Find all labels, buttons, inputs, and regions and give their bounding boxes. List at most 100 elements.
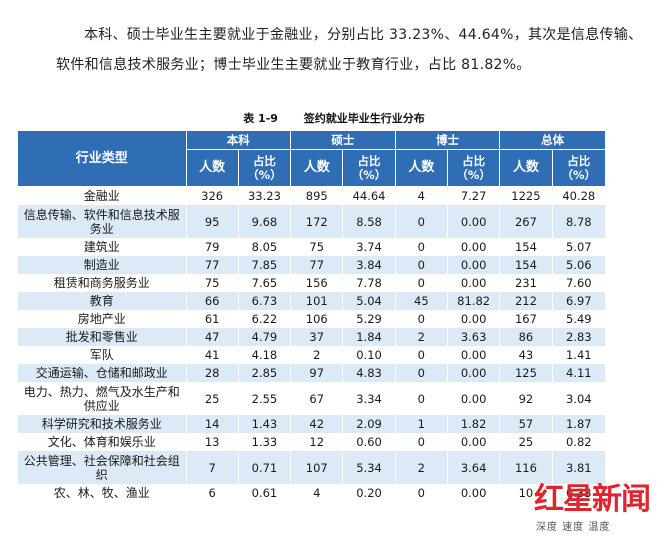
count-cell: 154	[499, 256, 553, 274]
header-ratio-unit: （%）	[247, 168, 282, 182]
ratio-cell: 0.61	[238, 484, 292, 502]
table-row: 农、林、牧、渔业 6 0.61 4 0.20 0 0.00 10 0.33	[18, 484, 607, 502]
ratio-cell: 1.82	[447, 415, 501, 433]
count-cell: 2	[395, 328, 448, 346]
intro-paragraph: 本科、硕士毕业生主要就业于金融业，分别占比 33.23%、44.64%，其次是信…	[56, 27, 643, 73]
count-cell: 2	[290, 346, 344, 364]
count-cell: 97	[290, 364, 344, 382]
header-group-doctor: 博士	[395, 131, 501, 150]
count-cell: 116	[499, 451, 553, 484]
count-cell: 101	[290, 292, 344, 310]
header-ratio-label: 占比	[252, 154, 276, 168]
count-cell: 14	[186, 415, 239, 433]
ratio-cell: 6.97	[552, 292, 607, 310]
ratio-cell: 6.73	[238, 292, 292, 310]
ratio-cell: 0.00	[447, 238, 501, 256]
ratio-cell: 8.58	[342, 205, 396, 238]
count-cell: 25	[186, 382, 239, 415]
table-row: 信息传输、软件和信息技术服务业 95 9.68 172 8.58 0 0.00 267 8.78	[18, 205, 607, 238]
header-ratio-label: 占比	[567, 154, 591, 168]
count-cell: 57	[499, 415, 553, 433]
count-cell: 79	[186, 238, 239, 256]
header-row-groups: 行业类型 本科 硕士 博士 总体	[18, 131, 606, 187]
ratio-cell: 3.81	[552, 451, 607, 484]
industry-name: 军队	[18, 346, 187, 364]
ratio-cell: 5.04	[342, 292, 396, 310]
ratio-cell: 1.41	[552, 346, 607, 364]
ratio-cell: 40.28	[552, 186, 607, 205]
ratio-cell: 0.00	[447, 205, 501, 238]
count-cell: 75	[290, 238, 344, 256]
ratio-cell: 4.83	[342, 364, 396, 382]
table-row: 军队 41 4.18 2 0.10 0 0.00 43 1.41	[18, 346, 607, 364]
ratio-cell: 1.43	[238, 415, 292, 433]
count-cell: 77	[186, 256, 239, 274]
table-row: 房地产业 61 6.22 106 5.29 0 0.00 167 5.49	[18, 310, 607, 328]
count-cell: 10	[499, 484, 553, 502]
ratio-cell: 9.68	[238, 205, 292, 238]
industry-name: 交通运输、仓储和邮政业	[18, 364, 187, 382]
ratio-cell: 7.65	[238, 274, 292, 292]
ratio-cell: 0.00	[447, 433, 501, 451]
header-count: 人数	[395, 149, 448, 187]
table-row: 制造业 77 7.85 77 3.84 0 0.00 154 5.06	[18, 256, 607, 274]
count-cell: 47	[186, 328, 239, 346]
count-cell: 75	[186, 274, 239, 292]
table-number: 表 1-9	[243, 112, 278, 125]
ratio-cell: 0.33	[552, 484, 607, 502]
table-title: 签约就业毕业生行业分布	[303, 112, 425, 125]
ratio-cell: 44.64	[342, 186, 396, 205]
count-cell: 43	[499, 346, 553, 364]
table-row: 科学研究和技术服务业 14 1.43 42 2.09 1 1.82 57 1.87	[18, 415, 607, 433]
ratio-cell: 0.71	[238, 451, 292, 484]
ratio-cell: 5.49	[552, 310, 607, 328]
header-ratio: 占比 （%）	[238, 149, 292, 187]
count-cell: 42	[290, 415, 344, 433]
industry-name: 文化、体育和娱乐业	[18, 433, 187, 451]
header-row-metrics: 人数 占比 （%） 人数 占比 （%） 人数 占比 （%） 人数 占比 （%）	[18, 149, 607, 187]
header-ratio: 占比 （%）	[552, 149, 607, 187]
table-row: 电力、热力、燃气及水生产和供应业 25 2.55 67 3.34 0 0.00 92 3.04	[18, 382, 607, 415]
header-ratio-unit: （%）	[351, 168, 387, 182]
count-cell: 0	[395, 382, 448, 415]
table-row: 教育 66 6.73 101 5.04 45 81.82 212 6.97	[18, 292, 607, 310]
count-cell: 2	[395, 451, 448, 484]
count-cell: 154	[499, 238, 553, 256]
ratio-cell: 5.29	[342, 310, 396, 328]
count-cell: 7	[186, 451, 239, 484]
count-cell: 86	[499, 328, 553, 346]
industry-name: 租赁和商务服务业	[18, 274, 187, 292]
industry-name: 金融业	[18, 186, 187, 205]
ratio-cell: 7.85	[238, 256, 292, 274]
count-cell: 212	[499, 292, 553, 310]
ratio-cell: 3.74	[342, 238, 396, 256]
count-cell: 67	[290, 382, 344, 415]
ratio-cell: 0.00	[447, 346, 501, 364]
count-cell: 267	[499, 205, 553, 238]
count-cell: 95	[186, 205, 239, 238]
header-count: 人数	[499, 149, 553, 187]
ratio-cell: 2.55	[238, 382, 292, 415]
count-cell: 77	[290, 256, 344, 274]
ratio-cell: 8.05	[238, 238, 292, 256]
ratio-cell: 7.78	[342, 274, 396, 292]
ratio-cell: 4.79	[238, 328, 292, 346]
header-ratio: 占比 （%）	[342, 149, 396, 187]
count-cell: 106	[290, 310, 344, 328]
industry-name: 建筑业	[18, 238, 187, 256]
ratio-cell: 7.27	[447, 186, 501, 205]
ratio-cell: 0.00	[447, 382, 501, 415]
count-cell: 0	[395, 310, 448, 328]
table-body: 金融业 326 33.23 895 44.64 4 7.27 1225 40.28 信息传输、软件…	[18, 186, 607, 502]
count-cell: 41	[186, 346, 239, 364]
table-row: 交通运输、仓储和邮政业 28 2.85 97 4.83 0 0.00 125 4.11	[18, 364, 607, 382]
ratio-cell: 5.06	[552, 256, 607, 274]
ratio-cell: 4.18	[238, 346, 292, 364]
ratio-cell: 33.23	[238, 186, 292, 205]
count-cell: 172	[290, 205, 344, 238]
header-count: 人数	[290, 149, 344, 187]
ratio-cell: 2.09	[342, 415, 396, 433]
count-cell: 0	[395, 256, 448, 274]
count-cell: 0	[395, 433, 448, 451]
industry-name: 信息传输、软件和信息技术服务业	[18, 205, 187, 238]
